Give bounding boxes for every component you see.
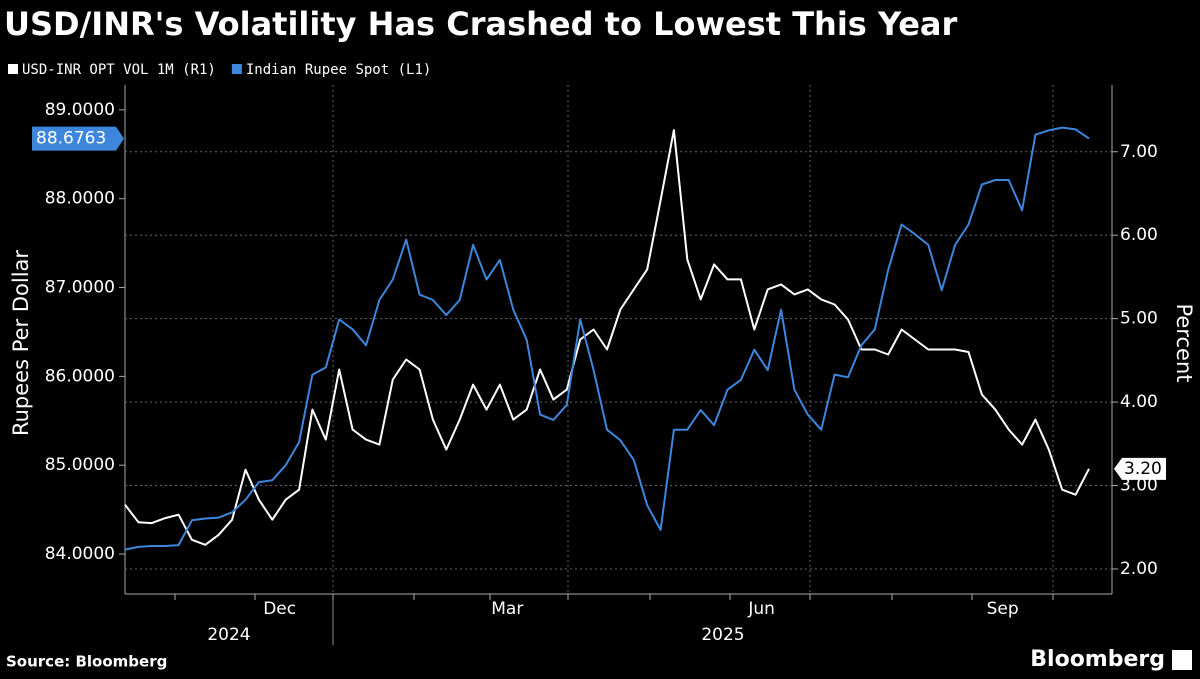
y-tick-label: 89.0000 <box>45 100 115 120</box>
end-label: 3.20 <box>1124 459 1162 479</box>
y-axis-label: Rupees Per Dollar <box>9 250 33 436</box>
x-tick-label: Mar <box>491 599 523 619</box>
legend-label: USD-INR OPT VOL 1M (R1) <box>22 62 216 78</box>
source: Source: Bloomberg <box>6 653 167 671</box>
y2-tick-label: 5.00 <box>1120 309 1158 329</box>
y-tick-label: 87.0000 <box>45 278 115 298</box>
end-label-box <box>32 126 124 151</box>
y2-tick-label: 2.00 <box>1120 559 1158 579</box>
y2-tick-label: 3.00 <box>1120 476 1158 496</box>
legend-swatch <box>231 64 242 74</box>
legend-label: Indian Rupee Spot (L1) <box>246 62 431 78</box>
x-group-label: 2024 <box>207 625 250 645</box>
x-group-label: 2025 <box>701 625 744 645</box>
legend-swatch <box>8 64 18 74</box>
x-tick-label: Sep <box>987 599 1019 619</box>
x-tick-label: Dec <box>263 599 296 619</box>
y-tick-label: 86.0000 <box>45 366 115 386</box>
series-line <box>124 126 1090 551</box>
y2-tick-label: 6.00 <box>1120 225 1158 245</box>
end-label: 88.6763 <box>36 129 106 149</box>
y-tick-label: 85.0000 <box>45 455 115 475</box>
end-label-box <box>1114 457 1166 480</box>
y2-axis-label: Percent <box>1172 303 1196 382</box>
y-tick-label: 88.0000 <box>45 189 115 209</box>
chart-title: USD/INR's Volatility Has Crashed to Lowe… <box>4 5 958 43</box>
y-tick-label: 84.0000 <box>45 544 115 564</box>
x-tick-label: Jun <box>747 599 775 619</box>
y2-tick-label: 4.00 <box>1120 392 1158 412</box>
brand: Bloomberg <box>1030 647 1165 672</box>
brand-icon <box>1172 650 1192 670</box>
series-line <box>124 129 1090 546</box>
y2-tick-label: 7.00 <box>1120 142 1158 162</box>
